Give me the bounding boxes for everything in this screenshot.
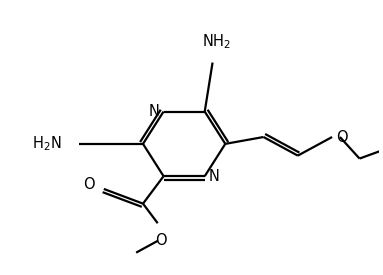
Text: O: O [155, 233, 167, 248]
Text: O: O [83, 177, 95, 192]
Text: N: N [149, 104, 160, 119]
Text: NH$_2$: NH$_2$ [202, 32, 231, 51]
Text: N: N [209, 169, 219, 184]
Text: O: O [336, 130, 348, 144]
Text: H$_2$N: H$_2$N [32, 134, 62, 153]
